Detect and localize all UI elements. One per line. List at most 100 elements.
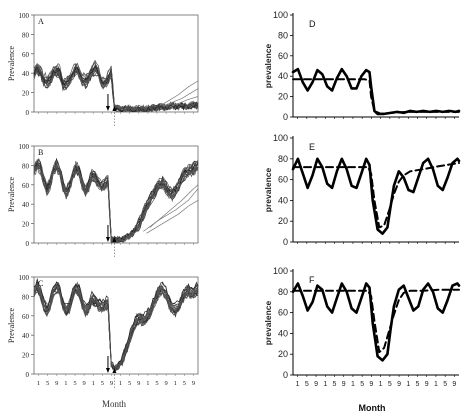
y-tick-label: 60 xyxy=(278,175,288,185)
y-tick-label: 0 xyxy=(283,112,288,122)
trajectory-line xyxy=(33,281,199,369)
y-tick-label: 80 xyxy=(22,293,30,301)
solid-series-line xyxy=(291,157,461,235)
panel-label: C xyxy=(38,279,43,288)
y-tick-label: 60 xyxy=(22,313,30,321)
x-tick-label: 9 xyxy=(314,381,318,388)
y-tick-label: 100 xyxy=(273,10,288,20)
panel-e: 0 20 40 60 80 100 prevalence E xyxy=(263,133,461,247)
trajectory-line xyxy=(168,96,199,108)
trajectory-line xyxy=(33,288,199,372)
x-tick-label: 9 xyxy=(82,380,85,387)
trajectory-line xyxy=(146,200,199,234)
x-tick-label: 1 xyxy=(351,381,355,388)
trajectory-line xyxy=(33,284,199,371)
x-tick-label: 1 xyxy=(296,381,300,388)
trajectory-line xyxy=(33,289,199,371)
y-tick-label: 40 xyxy=(22,201,30,209)
intervention-arrow-head xyxy=(105,106,110,111)
y-tick-label: 100 xyxy=(273,266,288,276)
y-tick-label: 20 xyxy=(278,216,288,226)
y-tick-label: 20 xyxy=(22,90,30,98)
trajectory-line xyxy=(33,59,199,111)
trajectory-line xyxy=(162,88,199,107)
y-axis-title: Prevalence xyxy=(7,177,16,213)
trajectory-line xyxy=(159,80,199,107)
trajectory-line xyxy=(33,287,199,373)
trajectory-line xyxy=(33,69,199,112)
resumption-arrow-head xyxy=(112,368,117,373)
trajectory-line xyxy=(33,284,199,371)
x-tick-label: 1 xyxy=(434,381,438,388)
solid-series-line xyxy=(291,67,461,116)
x-tick-label: 5 xyxy=(360,381,364,388)
y-tick-label: 40 xyxy=(278,195,288,205)
trajectory-line xyxy=(33,283,199,371)
dashed-series-line xyxy=(292,78,460,115)
trajectory-line xyxy=(33,166,199,244)
trajectory-line xyxy=(33,165,199,243)
trajectory-line xyxy=(33,164,199,244)
x-tick-label: 1 xyxy=(174,380,177,387)
y-tick-label: 80 xyxy=(22,31,30,39)
x-tick-label: 5 xyxy=(183,380,186,387)
trajectory-line xyxy=(33,289,199,373)
x-tick-label: 1 xyxy=(406,381,410,388)
trajectory-line xyxy=(33,282,199,371)
trajectory-line xyxy=(33,162,199,242)
trajectory-line xyxy=(33,283,199,369)
x-tick-label: 1 xyxy=(119,380,122,387)
plot-frame xyxy=(33,14,199,113)
trajectory-line xyxy=(33,163,199,244)
x-tick-label: 1 xyxy=(92,380,95,387)
x-tick-label: 5 xyxy=(305,381,309,388)
y-tick-label: 80 xyxy=(278,30,288,40)
y-tick-label: 40 xyxy=(278,71,288,81)
intervention-arrow-head xyxy=(105,237,110,242)
x-tick-label: 1 xyxy=(64,380,67,387)
trajectory-line xyxy=(33,284,199,371)
y-tick-label: 80 xyxy=(22,162,30,170)
y-tick-label: 0 xyxy=(26,371,30,379)
x-tick-label: 9 xyxy=(425,381,429,388)
x-tick-label: 5 xyxy=(333,381,337,388)
x-tick-label: 5 xyxy=(46,380,49,387)
x-tick-label: 1 xyxy=(379,381,383,388)
panel-label: D xyxy=(309,19,316,29)
y-tick-label: 20 xyxy=(278,349,288,359)
panel-label: B xyxy=(38,148,43,157)
trajectory-line xyxy=(33,287,199,371)
x-tick-label: 1 xyxy=(146,380,149,387)
trajectory-line xyxy=(33,162,199,242)
y-tick-label: 20 xyxy=(22,221,30,229)
y-tick-label: 40 xyxy=(278,328,288,338)
resumption-arrow-head xyxy=(112,237,117,242)
y-tick-label: 0 xyxy=(283,237,288,247)
trajectory-line xyxy=(149,184,199,228)
panel-label: E xyxy=(309,142,315,152)
x-tick-label: 5 xyxy=(128,380,131,387)
left-x-axis-title: Month xyxy=(102,399,127,409)
y-tick-label: 100 xyxy=(19,12,30,20)
x-tick-label: 9 xyxy=(164,380,167,387)
resumption-arrow-head xyxy=(112,106,117,111)
x-tick-label: 5 xyxy=(101,380,104,387)
y-tick-label: 0 xyxy=(26,109,30,117)
y-tick-label: 0 xyxy=(283,370,288,380)
trajectory-line xyxy=(33,165,199,243)
panel-b: 0 20 40 60 80 100 Prevalence B xyxy=(7,143,199,257)
trajectory-line xyxy=(33,163,199,244)
y-tick-label: 80 xyxy=(278,287,288,297)
x-tick-label: 9 xyxy=(452,381,456,388)
panel-a: 0 20 40 60 80 100 Prevalence A xyxy=(7,12,199,126)
y-tick-label: 60 xyxy=(278,308,288,318)
y-tick-label: 40 xyxy=(22,332,30,340)
x-tick-label: 1 xyxy=(323,381,327,388)
y-tick-label: 100 xyxy=(19,143,30,151)
y-tick-label: 0 xyxy=(26,240,30,248)
y-axis-title: prevalence xyxy=(263,168,273,213)
y-axis-title: prevalence xyxy=(263,301,273,346)
